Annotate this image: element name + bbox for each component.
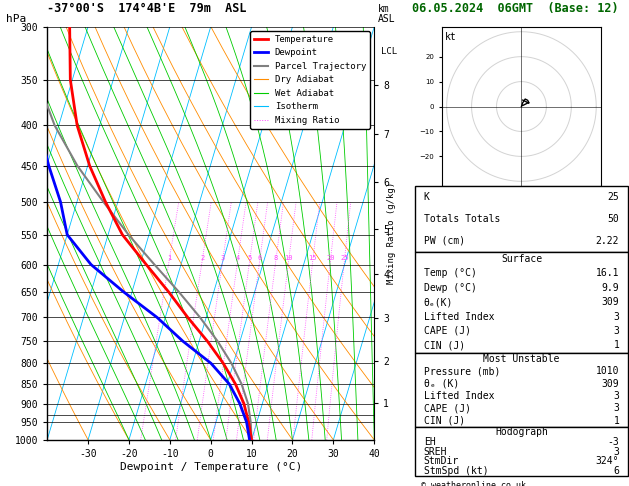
Text: 1: 1 xyxy=(167,255,171,260)
Text: Hodograph: Hodograph xyxy=(495,427,548,437)
Text: EH: EH xyxy=(424,436,435,447)
Text: 2.22: 2.22 xyxy=(596,236,619,245)
Text: 25: 25 xyxy=(608,192,619,202)
Text: CIN (J): CIN (J) xyxy=(424,416,465,426)
Text: 3: 3 xyxy=(221,255,225,260)
Text: 6: 6 xyxy=(613,467,619,476)
Text: θₑ (K): θₑ (K) xyxy=(424,379,459,389)
Text: 3: 3 xyxy=(613,391,619,401)
Text: StmDir: StmDir xyxy=(424,456,459,467)
Text: Lifted Index: Lifted Index xyxy=(424,312,494,322)
Text: 2: 2 xyxy=(200,255,204,260)
Text: K: K xyxy=(424,192,430,202)
Text: CAPE (J): CAPE (J) xyxy=(424,403,470,413)
Text: 16.1: 16.1 xyxy=(596,268,619,278)
Text: 1: 1 xyxy=(613,416,619,426)
Text: 4: 4 xyxy=(236,255,240,260)
Text: 3: 3 xyxy=(613,447,619,456)
Text: Mixing Ratio (g/kg): Mixing Ratio (g/kg) xyxy=(387,182,396,284)
Text: CAPE (J): CAPE (J) xyxy=(424,326,470,336)
Text: km
ASL: km ASL xyxy=(377,4,395,24)
Text: Surface: Surface xyxy=(501,254,542,264)
Text: 9.9: 9.9 xyxy=(601,283,619,293)
Text: hPa: hPa xyxy=(6,14,26,24)
Text: θₑ(K): θₑ(K) xyxy=(424,297,453,307)
Text: 25: 25 xyxy=(340,255,348,260)
Text: 1010: 1010 xyxy=(596,366,619,376)
X-axis label: Dewpoint / Temperature (°C): Dewpoint / Temperature (°C) xyxy=(120,462,302,471)
FancyBboxPatch shape xyxy=(415,252,628,353)
Text: Dewp (°C): Dewp (°C) xyxy=(424,283,477,293)
Text: kt: kt xyxy=(445,32,457,41)
Text: Temp (°C): Temp (°C) xyxy=(424,268,477,278)
Text: 309: 309 xyxy=(601,297,619,307)
Text: 10: 10 xyxy=(284,255,293,260)
Text: SREH: SREH xyxy=(424,447,447,456)
Text: 20: 20 xyxy=(326,255,335,260)
Text: 8: 8 xyxy=(274,255,278,260)
Text: -3: -3 xyxy=(608,436,619,447)
Text: Totals Totals: Totals Totals xyxy=(424,214,500,224)
Text: 3: 3 xyxy=(613,312,619,322)
Text: Pressure (mb): Pressure (mb) xyxy=(424,366,500,376)
Text: 6: 6 xyxy=(257,255,262,260)
Text: PW (cm): PW (cm) xyxy=(424,236,465,245)
Text: StmSpd (kt): StmSpd (kt) xyxy=(424,467,488,476)
Text: CIN (J): CIN (J) xyxy=(424,340,465,350)
Text: 15: 15 xyxy=(309,255,317,260)
Text: Lifted Index: Lifted Index xyxy=(424,391,494,401)
Text: 06.05.2024  06GMT  (Base: 12): 06.05.2024 06GMT (Base: 12) xyxy=(412,1,618,15)
Text: 3: 3 xyxy=(613,403,619,413)
Text: LCL: LCL xyxy=(381,47,397,56)
FancyBboxPatch shape xyxy=(415,353,628,427)
Text: 3: 3 xyxy=(613,326,619,336)
Text: 1: 1 xyxy=(613,340,619,350)
Text: 5: 5 xyxy=(248,255,252,260)
Text: Most Unstable: Most Unstable xyxy=(483,354,560,364)
Text: -37°00'S  174°4B'E  79m  ASL: -37°00'S 174°4B'E 79m ASL xyxy=(47,1,247,15)
FancyBboxPatch shape xyxy=(415,186,628,252)
Text: © weatheronline.co.uk: © weatheronline.co.uk xyxy=(421,481,526,486)
Text: 324°: 324° xyxy=(596,456,619,467)
Text: 309: 309 xyxy=(601,379,619,389)
Text: 50: 50 xyxy=(608,214,619,224)
FancyBboxPatch shape xyxy=(415,427,628,476)
Legend: Temperature, Dewpoint, Parcel Trajectory, Dry Adiabat, Wet Adiabat, Isotherm, Mi: Temperature, Dewpoint, Parcel Trajectory… xyxy=(250,31,370,129)
